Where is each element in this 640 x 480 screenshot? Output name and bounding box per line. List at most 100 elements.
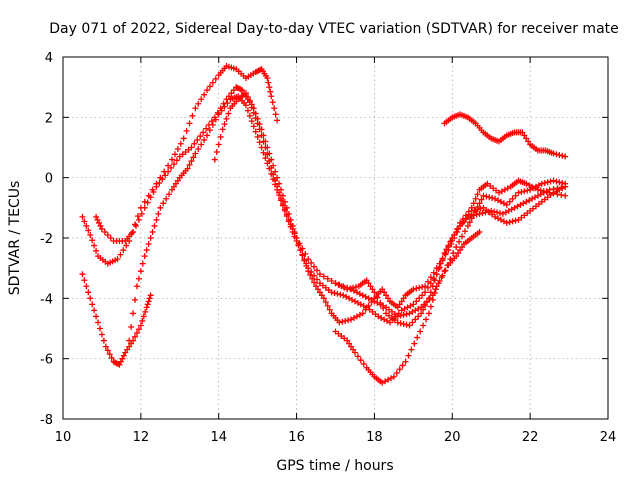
data-point-marker — [224, 100, 231, 107]
data-point-marker — [311, 279, 318, 286]
data-point-marker — [281, 198, 288, 205]
data-point-marker — [85, 227, 92, 234]
data-point-marker — [482, 209, 489, 216]
data-point-marker — [208, 118, 215, 125]
data-point-marker — [147, 292, 154, 299]
data-point-marker — [276, 192, 283, 199]
data-point-marker — [427, 303, 434, 310]
data-point-marker — [287, 216, 294, 223]
data-point-marker — [491, 208, 498, 215]
data-point-marker — [194, 136, 201, 143]
data-point-marker — [523, 135, 530, 142]
data-point-marker — [143, 247, 150, 254]
data-point-marker — [336, 319, 343, 326]
data-point-marker — [309, 275, 316, 282]
data-point-marker — [410, 301, 417, 308]
data-point-marker — [419, 292, 426, 299]
data-point-marker — [435, 265, 442, 272]
data-point-marker — [116, 361, 123, 368]
data-point-marker — [162, 172, 169, 179]
data-point-marker — [108, 354, 115, 361]
data-point-marker — [120, 352, 127, 359]
data-point-marker — [215, 141, 222, 148]
data-point-marker — [558, 192, 565, 199]
y-tick-label: -2 — [40, 232, 53, 247]
data-point-marker — [141, 204, 148, 211]
data-point-marker — [427, 274, 434, 281]
data-point-marker — [150, 188, 157, 195]
data-point-marker — [242, 102, 249, 109]
data-point-marker — [183, 127, 190, 134]
y-tick-label: -8 — [40, 413, 53, 428]
data-point-marker — [559, 152, 566, 159]
data-point-marker — [295, 241, 302, 248]
data-point-marker — [554, 191, 561, 198]
data-point-marker — [408, 346, 415, 353]
data-point-marker — [258, 144, 265, 151]
data-point-marker — [244, 107, 251, 114]
data-point-marker — [305, 268, 312, 275]
data-point-marker — [464, 222, 471, 229]
data-point-marker — [189, 112, 196, 119]
data-point-marker — [422, 302, 429, 309]
data-point-marker — [153, 183, 160, 190]
data-point-marker — [371, 289, 378, 296]
data-point-marker — [279, 202, 286, 209]
data-point-marker — [139, 260, 146, 267]
data-point-marker — [413, 285, 420, 292]
data-point-marker — [272, 111, 279, 118]
data-point-marker — [157, 204, 164, 211]
data-point-marker — [354, 353, 361, 360]
data-point-marker — [314, 267, 321, 274]
data-point-marker — [204, 87, 211, 94]
data-point-marker — [141, 253, 148, 260]
data-point-marker — [106, 351, 113, 358]
data-point-marker — [268, 93, 275, 100]
data-point-marker — [299, 252, 306, 259]
data-point-marker — [144, 199, 151, 206]
data-point-marker — [470, 212, 477, 219]
data-point-marker — [369, 286, 376, 293]
data-point-marker — [519, 129, 526, 136]
data-point-marker — [471, 207, 478, 214]
data-point-marker — [449, 235, 456, 241]
data-point-marker — [402, 358, 409, 365]
data-point-marker — [83, 222, 90, 229]
data-point-marker — [142, 308, 149, 315]
data-point-marker — [278, 186, 284, 193]
data-point-marker — [83, 283, 90, 290]
data-point-marker — [278, 197, 284, 204]
data-point-marker — [138, 210, 145, 217]
data-point-marker — [331, 290, 338, 297]
data-point-marker — [200, 129, 207, 136]
data-point-marker — [393, 369, 400, 376]
data-point-marker — [144, 301, 151, 308]
data-point-marker — [197, 133, 204, 140]
data-point-marker — [119, 355, 126, 362]
data-point-marker — [155, 210, 162, 217]
data-point-marker — [133, 330, 140, 337]
data-point-marker — [506, 219, 513, 226]
data-point-marker — [81, 277, 88, 284]
data-point-marker — [145, 298, 152, 305]
y-tick-label: -4 — [40, 292, 53, 307]
data-point-marker — [344, 286, 351, 293]
data-point-marker — [128, 323, 135, 330]
data-point-marker — [151, 222, 158, 229]
data-point-marker — [264, 75, 271, 82]
data-point-marker — [221, 121, 228, 128]
data-point-marker — [135, 275, 142, 282]
data-point-marker — [180, 135, 187, 142]
data-point-marker — [246, 112, 253, 119]
data-point-marker — [220, 100, 227, 107]
data-point-marker — [461, 228, 468, 235]
data-point-marker — [126, 337, 133, 344]
data-point-marker — [550, 177, 557, 184]
data-point-marker — [266, 150, 273, 157]
data-point-marker — [479, 210, 486, 217]
data-point-marker — [346, 340, 353, 347]
data-point-marker — [188, 144, 195, 151]
data-point-marker — [439, 255, 446, 262]
data-point-marker — [324, 275, 331, 282]
data-point-marker — [381, 289, 388, 296]
